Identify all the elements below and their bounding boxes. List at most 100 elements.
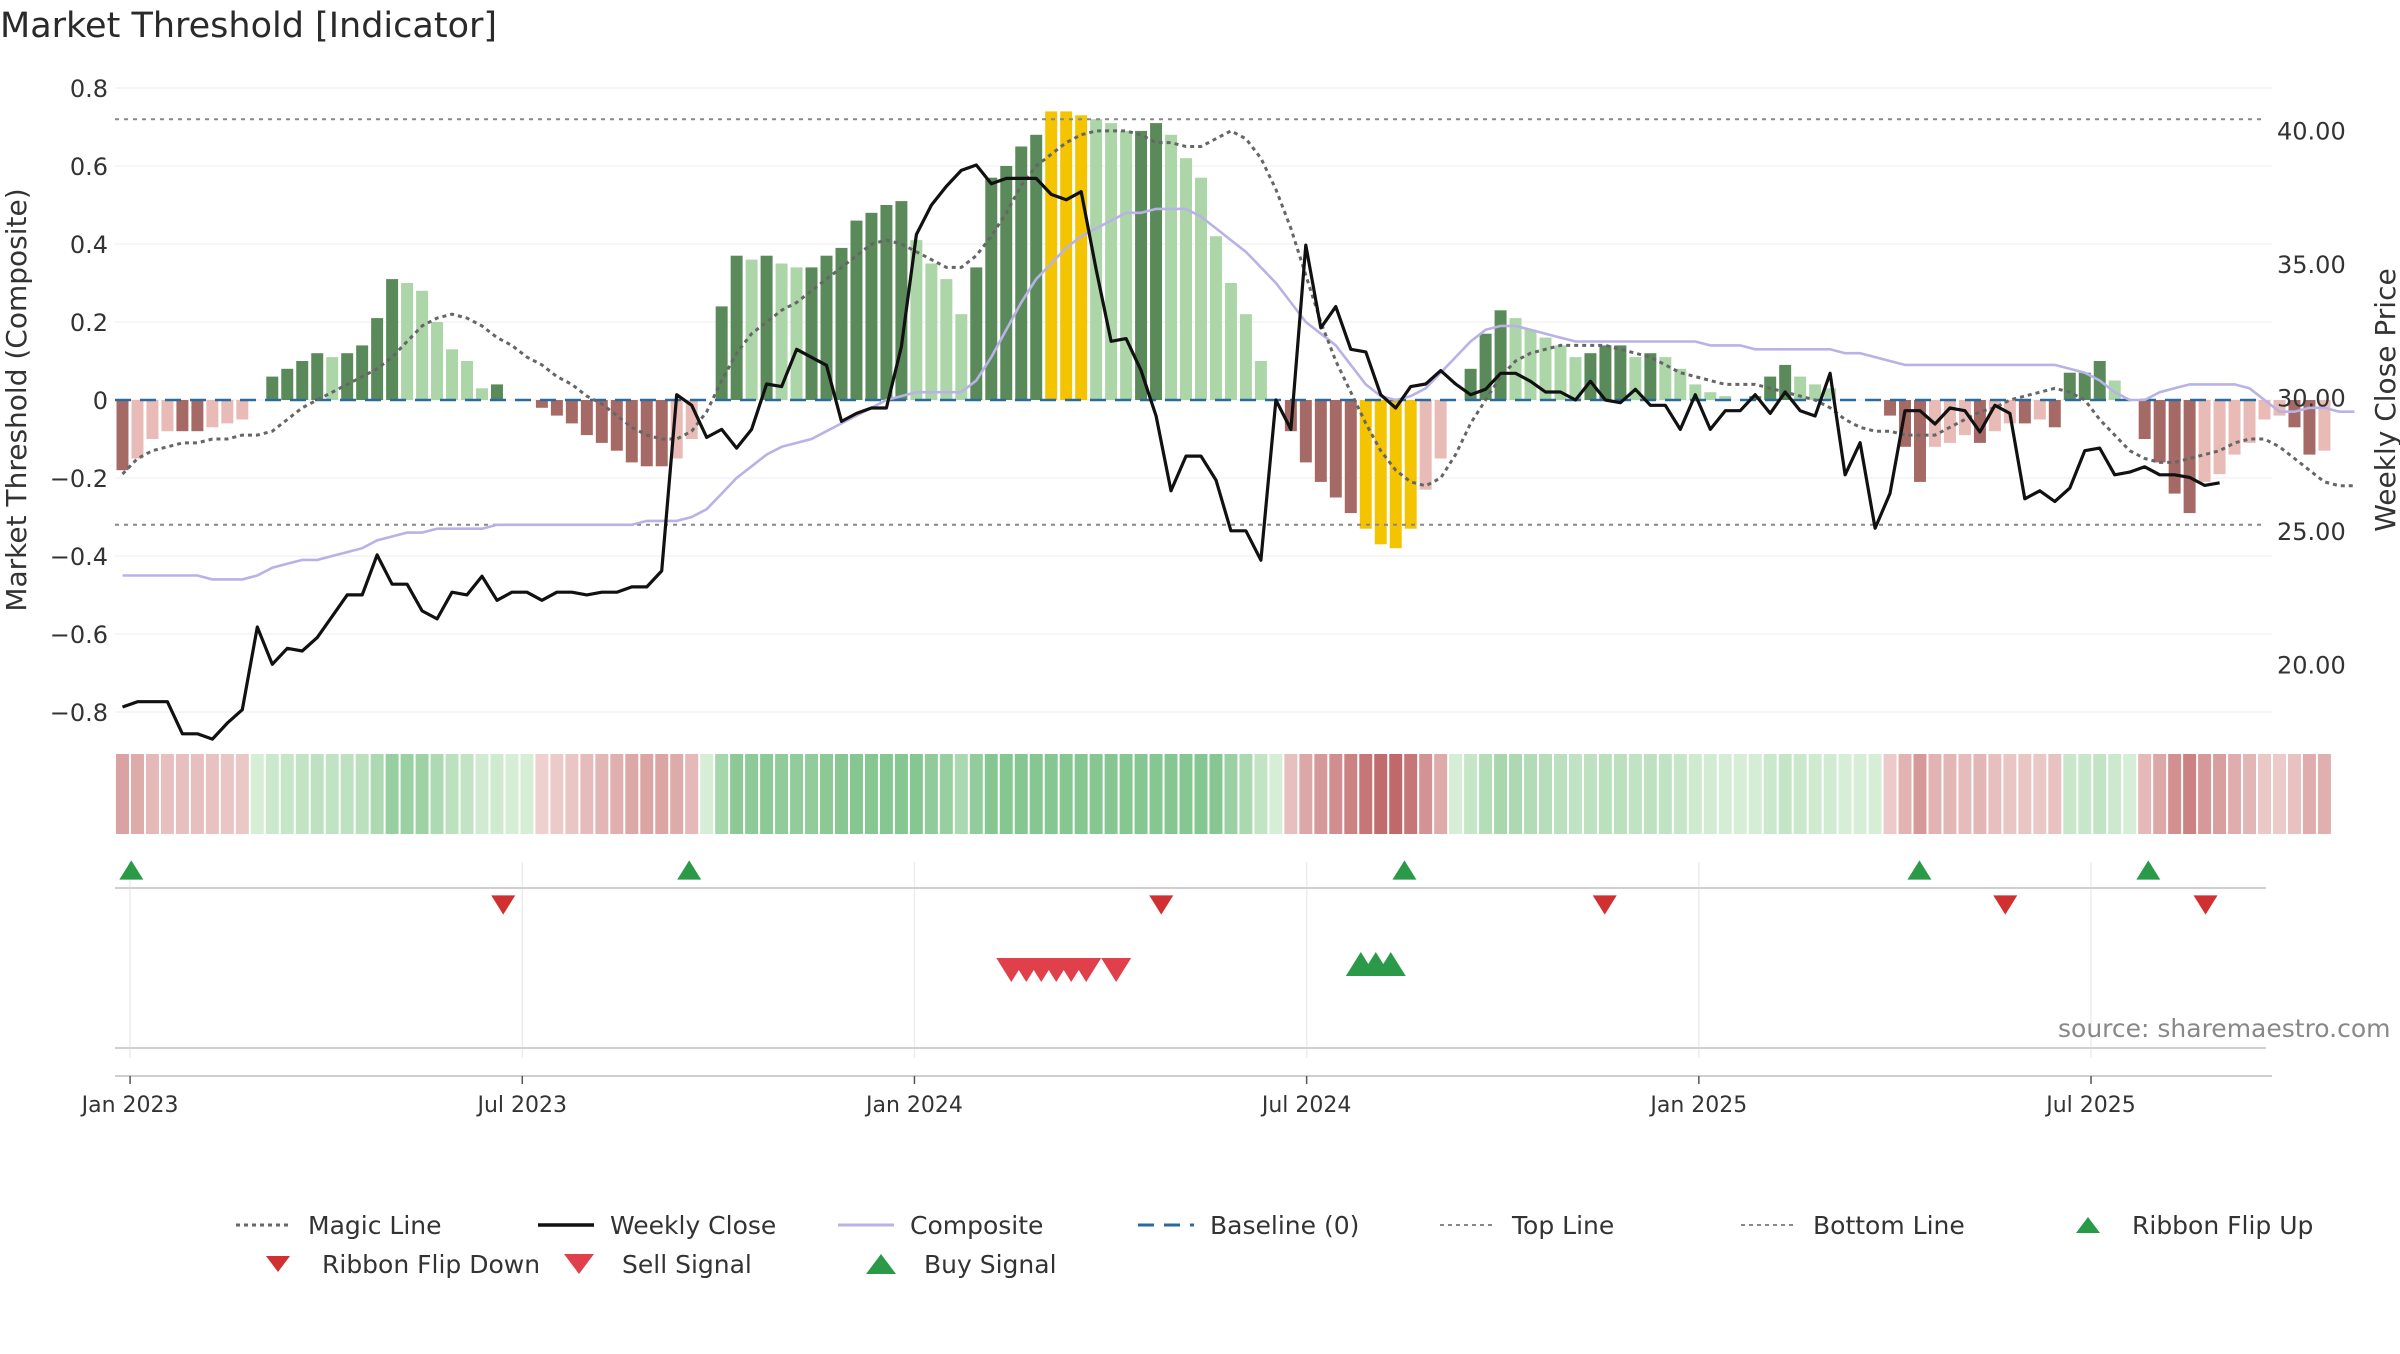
ribbon-cell: [1164, 754, 1178, 834]
ribbon-cell: [610, 754, 624, 834]
composite-bar: [895, 201, 908, 400]
composite-bar: [775, 263, 788, 400]
ribbon-cell: [116, 754, 129, 834]
ribbon-cell: [864, 754, 878, 834]
ribbon-cell: [1104, 754, 1118, 834]
composite-bar: [1224, 283, 1237, 400]
legend-swatch: [2076, 1217, 2100, 1233]
ribbon-cell: [1733, 754, 1747, 834]
composite-bar: [1569, 357, 1582, 400]
ribbon-cell: [1913, 754, 1927, 834]
sell-signal-marker: [1071, 958, 1102, 982]
composite-bar: [2138, 400, 2151, 439]
ribbon-cell: [2198, 754, 2212, 834]
composite-bar: [2018, 400, 2031, 424]
ribbon-cell: [1149, 754, 1163, 834]
ribbon-cell: [175, 754, 189, 834]
y-tick-right: 40.00: [2277, 117, 2346, 145]
ribbon-cell: [954, 754, 968, 834]
sell-signal-marker: [1101, 958, 1132, 982]
ribbon-cell: [1344, 754, 1358, 834]
composite-bar: [1674, 368, 1687, 400]
ribbon-cell: [295, 754, 309, 834]
composite-bar: [2108, 380, 2121, 400]
ribbon-cell: [2273, 754, 2286, 834]
composite-bar: [431, 322, 444, 400]
ribbon-cell: [1419, 754, 1433, 834]
legend-item: Magic Line: [236, 1211, 442, 1240]
composite-bar: [386, 279, 399, 400]
composite-bar: [1794, 376, 1807, 400]
legend-item: Ribbon Flip Down: [266, 1250, 540, 1279]
ribbon-cell: [1718, 754, 1732, 834]
composite-bar: [2258, 400, 2271, 420]
composite-bar: [2078, 372, 2091, 400]
composite-bar: [116, 400, 129, 471]
composite-bar: [1209, 236, 1222, 400]
composite-bar: [1988, 400, 2001, 432]
x-tick-label: Jan 2025: [1648, 1093, 1747, 1118]
y-tick-right: 35.00: [2277, 251, 2346, 279]
ribbon-cell: [909, 754, 923, 834]
ribbon-cell: [1449, 754, 1463, 834]
ribbon-cell: [1628, 754, 1642, 834]
legend-layer: Magic Line Weekly Close Composite Baseline …: [236, 1211, 2313, 1279]
y-tick-right: 30.00: [2277, 384, 2346, 412]
composite-bar: [2318, 400, 2331, 451]
y-tick-left: −0.8: [50, 699, 108, 727]
composite-bar: [1914, 400, 1926, 482]
ribbon-cell: [1089, 754, 1103, 834]
ribbon-flip-down-marker: [2193, 895, 2218, 915]
composite-bar: [820, 255, 833, 400]
ribbon-cell: [894, 754, 908, 834]
composite-bar: [715, 306, 728, 400]
ribbon-cell: [2183, 754, 2197, 834]
ribbon-cell: [2093, 754, 2107, 834]
composite-bar: [2228, 400, 2241, 455]
composite-bar: [925, 263, 938, 400]
y-axis-label-left: Market Threshold (Composite): [0, 188, 33, 611]
ribbon-cell: [2153, 754, 2167, 834]
x-tick-label: Jan 2024: [864, 1093, 963, 1118]
ribbon-cell: [1598, 754, 1612, 834]
composite-bar: [281, 368, 294, 400]
composite-bar: [1614, 345, 1627, 400]
ribbon-cell: [1808, 754, 1822, 834]
ribbon-cell: [805, 754, 819, 834]
weekly-close-line: [121, 163, 2220, 741]
composite-bar: [1419, 400, 1432, 490]
composite-bar: [1239, 314, 1252, 400]
composite-bar: [2168, 400, 2181, 494]
composite-bar: [1090, 119, 1103, 400]
ribbon-cell: [1014, 754, 1028, 834]
composite-bar: [565, 400, 578, 424]
composite-bar: [1150, 123, 1163, 400]
composite-bar: [1030, 134, 1043, 401]
ribbon-cell: [1194, 754, 1208, 834]
legend-label: Top Line: [1511, 1211, 1614, 1240]
ribbon-cell: [1509, 754, 1523, 834]
ribbon-cell: [1943, 754, 1957, 834]
y-tick-left: −0.2: [50, 465, 108, 493]
composite-bar: [1884, 400, 1897, 416]
composite-bar: [1180, 158, 1192, 400]
ribbon-cell: [984, 754, 998, 834]
composite-bar: [1704, 392, 1717, 400]
ribbon-cell: [520, 754, 534, 834]
ribbon-cell: [2213, 754, 2227, 834]
composite-bar: [1494, 310, 1507, 400]
composite-bar: [1344, 400, 1357, 514]
legend-label: Buy Signal: [924, 1250, 1057, 1279]
ribbon-cell: [625, 754, 639, 834]
x-tick-label: Jul 2025: [2044, 1093, 2136, 1118]
legend-swatch: [564, 1254, 594, 1274]
ribbon-cell: [775, 754, 789, 834]
ribbon-cell: [1269, 754, 1283, 834]
composite-bar: [550, 400, 563, 416]
ribbon-cell: [1254, 754, 1268, 834]
ribbon-cell: [415, 754, 429, 834]
composite-bar: [341, 353, 354, 400]
ribbon-flip-up-marker: [119, 860, 144, 880]
ribbon-cell: [2048, 754, 2062, 834]
